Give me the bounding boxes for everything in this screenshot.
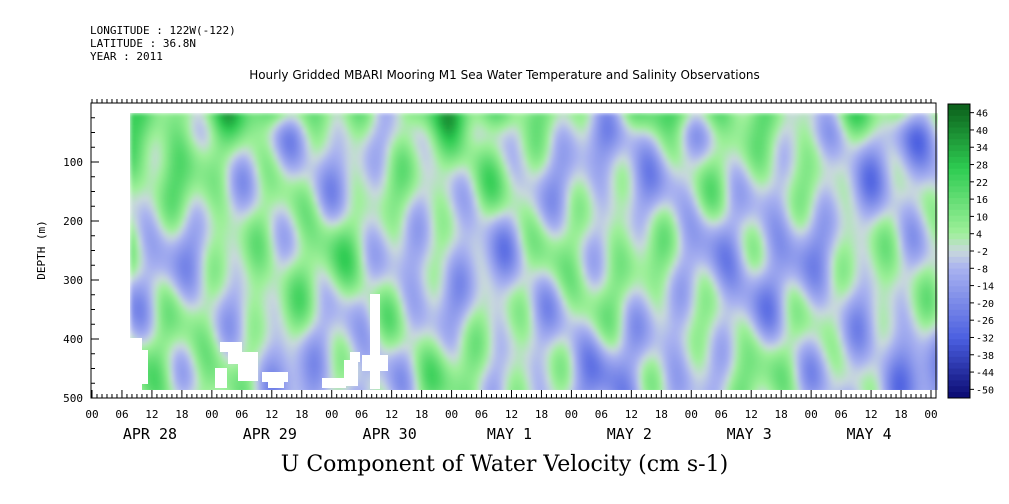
x-tick-label: 12 (745, 408, 758, 421)
x-tick-label: 18 (894, 408, 907, 421)
x-tick-label: 06 (715, 408, 728, 421)
colorbar-label: -44 (976, 368, 994, 379)
y-axis: 100 200 300 400 500 (63, 117, 99, 405)
x-tick-label: 12 (385, 408, 398, 421)
x-day-label: APR 28 (123, 425, 177, 443)
y-axis-label: DEPTH (m) (35, 220, 48, 280)
dataset-info: LONGITUDE : 122W(-122) LATITUDE : 36.8N … (90, 24, 236, 63)
colorbar: 46 40 34 28 22 16 10 4 -2 -8 -14 -20 -26 -32 -38 -44 -50 (947, 103, 994, 399)
x-day-label: MAY 3 (727, 425, 772, 443)
colorbar-label: 34 (976, 143, 988, 154)
x-day-label: MAY 2 (607, 425, 652, 443)
heatmap-field (130, 113, 938, 390)
colorbar-label: 4 (976, 230, 982, 241)
x-tick-label: 00 (685, 408, 698, 421)
x-tick-label: 06 (235, 408, 248, 421)
x-tick-label: 18 (775, 408, 788, 421)
colorbar-label: 16 (976, 195, 988, 206)
colorbar-label: -14 (976, 282, 994, 293)
y-tick-label: 500 (63, 392, 83, 405)
latitude-label: LATITUDE : 36.8N (90, 37, 196, 50)
x-tick-label: 00 (924, 408, 937, 421)
y-tick-label: 100 (63, 156, 83, 169)
colorbar-label: 22 (976, 178, 988, 189)
x-day-label: APR 30 (363, 425, 417, 443)
x-axis-label: U Component of Water Velocity (cm s-1) (280, 452, 729, 477)
x-tick-label: 12 (265, 408, 278, 421)
colorbar-label: -20 (976, 299, 994, 310)
colorbar-label: -8 (976, 264, 988, 275)
missing-data-region (130, 294, 938, 398)
colorbar-label: -2 (976, 247, 988, 258)
x-tick-label: 06 (834, 408, 847, 421)
y-tick-label: 400 (63, 333, 83, 346)
y-tick-label: 200 (63, 215, 83, 228)
colorbar-label: -50 (976, 385, 994, 396)
x-tick-label: 00 (445, 408, 458, 421)
x-tick-label: 00 (805, 408, 818, 421)
colorbar-label: 28 (976, 161, 988, 172)
colorbar-label: -26 (976, 316, 994, 327)
colorbar-label: 10 (976, 212, 988, 223)
colorbar-label: -38 (976, 351, 994, 362)
x-day-label: APR 29 (243, 425, 297, 443)
x-tick-label: 12 (625, 408, 638, 421)
y-tick-label: 300 (63, 274, 83, 287)
x-tick-label: 18 (655, 408, 668, 421)
x-day-label: MAY 4 (846, 425, 891, 443)
x-tick-label: 06 (115, 408, 128, 421)
x-tick-label: 18 (415, 408, 428, 421)
x-tick-label: 18 (295, 408, 308, 421)
x-tick-label: 06 (595, 408, 608, 421)
colorbar-label: -32 (976, 333, 994, 344)
x-tick-label: 06 (355, 408, 368, 421)
colorbar-label: 40 (976, 126, 988, 137)
chart-title: Hourly Gridded MBARI Mooring M1 Sea Wate… (249, 68, 760, 82)
x-tick-label: 12 (145, 408, 158, 421)
x-axis: 00 06 12 18 00 06 12 18 00 06 12 18 00 06 12 18 00 06 12 18… (85, 99, 938, 443)
x-tick-label: 00 (205, 408, 218, 421)
x-tick-label: 06 (475, 408, 488, 421)
x-tick-label: 12 (505, 408, 518, 421)
x-tick-label: 00 (325, 408, 338, 421)
x-tick-label: 00 (565, 408, 578, 421)
x-day-label: MAY 1 (487, 425, 532, 443)
colorbar-label: 46 (976, 109, 988, 120)
x-tick-label: 00 (85, 408, 98, 421)
year-label: YEAR : 2011 (90, 50, 163, 63)
longitude-label: LONGITUDE : 122W(-122) (90, 24, 236, 37)
x-tick-label: 18 (175, 408, 188, 421)
x-tick-label: 18 (535, 408, 548, 421)
x-tick-label: 12 (864, 408, 877, 421)
